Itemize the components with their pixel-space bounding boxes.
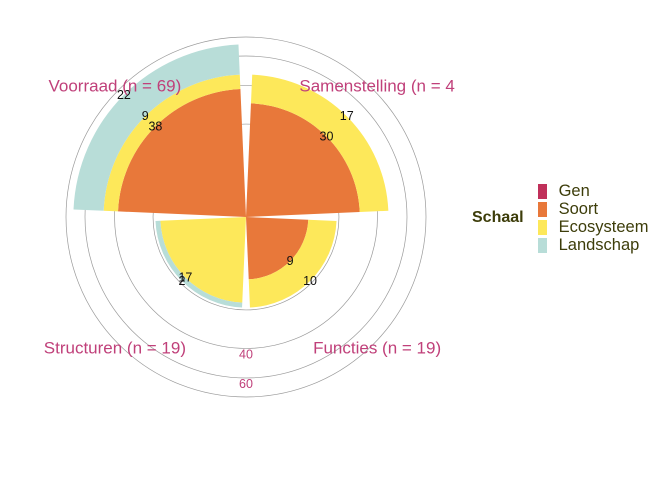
legend-item-soort: Soort bbox=[537, 199, 649, 218]
legend-item-gen: Gen bbox=[537, 181, 649, 200]
legend-key-landschap bbox=[537, 237, 547, 253]
radial-ticks: 40 60 bbox=[239, 347, 253, 391]
wedge-voorraad-n-69-landschap bbox=[73, 44, 240, 211]
gridline-outer bbox=[65, 36, 427, 398]
gridline-40 bbox=[114, 85, 378, 349]
gridline-60 bbox=[84, 55, 408, 379]
category-label-voorraad-n-69: Voorraad (n = 69) bbox=[49, 76, 182, 95]
wedge-samenstelling-n-4-soort bbox=[246, 103, 360, 217]
wedge-samenstelling-n-4-ecosysteem bbox=[250, 74, 389, 213]
wedge-structuren-n-19-ecosysteem bbox=[160, 217, 246, 303]
value-label-voorraad-n-69-ecosysteem: 9 bbox=[142, 109, 149, 123]
value-label-structuren-n-19-ecosysteem: 17 bbox=[178, 271, 192, 285]
legend-label-landschap: Landschap bbox=[558, 235, 640, 254]
legend-item-landschap: Landschap bbox=[537, 235, 649, 254]
value-label-samenstelling-n-4-ecosysteem: 17 bbox=[340, 109, 354, 123]
legend-key-gen bbox=[537, 183, 547, 199]
value-label-voorraad-n-69-soort: 38 bbox=[148, 119, 162, 133]
polar-grid bbox=[65, 36, 427, 398]
tick-label-60: 60 bbox=[239, 377, 253, 391]
legend-label-soort: Soort bbox=[558, 199, 599, 218]
legend-label-ecosysteem: Ecosysteem bbox=[558, 217, 649, 236]
gridline-20 bbox=[152, 123, 340, 311]
wedge-functies-n-19-ecosysteem bbox=[248, 219, 337, 308]
legend-key-ecosysteem bbox=[537, 219, 547, 235]
chart-wedges bbox=[73, 44, 389, 308]
value-label-samenstelling-n-4-soort: 30 bbox=[320, 130, 334, 144]
wedge-functies-n-19-soort bbox=[246, 217, 309, 280]
wedge-voorraad-n-69-soort bbox=[117, 88, 246, 217]
value-label-functies-n-19-soort: 9 bbox=[287, 254, 294, 268]
category-label-structuren-n-19: Structuren (n = 19) bbox=[44, 339, 186, 358]
category-labels: Samenstelling (n = 4 Functies (n = 19) Str… bbox=[44, 76, 455, 357]
legend-item-ecosysteem: Ecosysteem bbox=[537, 217, 649, 236]
wedge-voorraad-n-69-ecosysteem bbox=[103, 74, 241, 212]
value-label-structuren-n-19-landschap: 2 bbox=[178, 274, 185, 288]
wedge-structuren-n-19-landschap bbox=[155, 220, 243, 308]
legend: Schaal Gen Soort Ecosysteem Landschap bbox=[472, 182, 648, 254]
category-label-samenstelling-n-4: Samenstelling (n = 4 bbox=[299, 76, 454, 95]
legend-key-soort bbox=[537, 201, 547, 217]
legend-items: Gen Soort Ecosysteem Landschap bbox=[537, 181, 649, 254]
value-label-voorraad-n-69-landschap: 22 bbox=[117, 88, 131, 102]
legend-label-gen: Gen bbox=[558, 181, 590, 200]
legend-title: Schaal bbox=[472, 209, 524, 226]
category-label-functies-n-19: Functies (n = 19) bbox=[313, 339, 441, 358]
tick-label-40: 40 bbox=[239, 347, 253, 361]
value-label-functies-n-19-ecosysteem: 10 bbox=[303, 274, 317, 288]
